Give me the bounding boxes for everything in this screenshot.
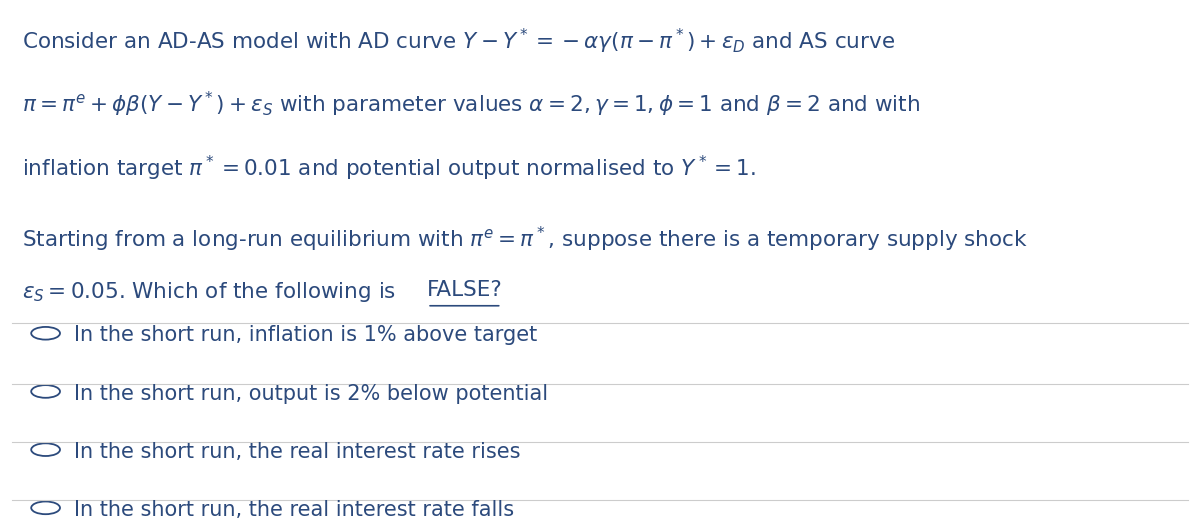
Text: $\epsilon_S = 0.05$. Which of the following is: $\epsilon_S = 0.05$. Which of the follow…	[22, 280, 397, 304]
Text: In the short run, inflation is 1% above target: In the short run, inflation is 1% above …	[74, 325, 538, 345]
Text: In the short run, the real interest rate rises: In the short run, the real interest rate…	[74, 442, 521, 462]
Text: $\pi = \pi^e + \phi\beta(Y - Y^*) + \epsilon_S$ with parameter values $\alpha = : $\pi = \pi^e + \phi\beta(Y - Y^*) + \eps…	[22, 90, 919, 119]
Text: Starting from a long-run equilibrium with $\pi^e = \pi^*$, suppose there is a te: Starting from a long-run equilibrium wit…	[22, 225, 1027, 254]
Text: In the short run, output is 2% below potential: In the short run, output is 2% below pot…	[74, 384, 548, 404]
Text: FALSE?: FALSE?	[427, 280, 503, 300]
Text: inflation target $\pi^* = 0.01$ and potential output normalised to $Y^* = 1$.: inflation target $\pi^* = 0.01$ and pote…	[22, 153, 755, 183]
Text: In the short run, the real interest rate falls: In the short run, the real interest rate…	[74, 500, 515, 520]
Text: Consider an AD-AS model with AD curve $Y - Y^* = -\alpha\gamma(\pi - \pi^*) + \e: Consider an AD-AS model with AD curve $Y…	[22, 26, 895, 56]
